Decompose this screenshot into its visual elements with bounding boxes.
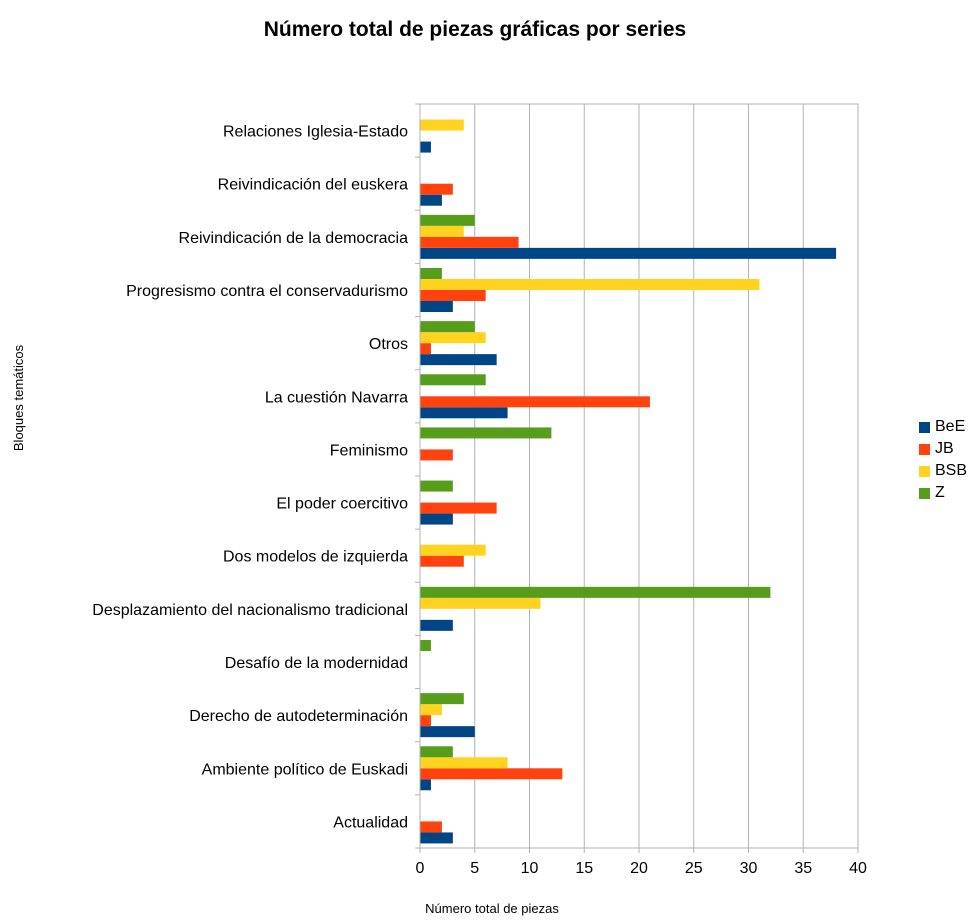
legend-item: Z	[919, 482, 967, 504]
grid-lines	[419, 104, 859, 853]
category-label: Feminismo	[330, 442, 408, 459]
category-label: Desafío de la modernidad	[225, 655, 408, 672]
bar-z	[420, 586, 771, 598]
bar-jb	[420, 343, 431, 355]
bar-z	[420, 640, 431, 651]
bar-z	[420, 746, 453, 758]
category-label: Reivindicación de la democracia	[179, 230, 409, 247]
category-label: Actualidad	[333, 814, 408, 831]
legend-swatch	[919, 421, 930, 433]
bar-bsb	[420, 279, 760, 290]
x-tick-label: 20	[630, 860, 648, 877]
legend-swatch	[919, 443, 930, 455]
x-tick-label: 40	[849, 860, 867, 877]
legend-label: BSB	[935, 462, 968, 479]
x-tick-label: 5	[470, 860, 479, 877]
bar-z	[420, 268, 442, 279]
bar-bee	[420, 619, 453, 631]
bar-jb	[420, 449, 453, 461]
bar-bsb	[420, 225, 464, 237]
bar-bee	[420, 141, 431, 153]
category-label: Desplazamiento del nacionalismo tradicio…	[92, 602, 408, 619]
x-axis-title: Número total de piezas	[425, 901, 559, 916]
legend-label: BeE	[935, 418, 966, 435]
bar-jb	[420, 821, 442, 833]
bar-z	[420, 480, 453, 492]
bar-z	[420, 374, 486, 386]
bar-bsb	[420, 332, 486, 344]
y-axis-title: Bloques temáticos	[11, 344, 26, 451]
bar-bee	[420, 247, 837, 259]
bar-z	[420, 427, 552, 439]
bar-jb	[420, 396, 650, 408]
axes	[415, 103, 859, 849]
x-tick-label: 35	[794, 860, 812, 877]
bar-jb	[420, 183, 453, 195]
category-label: Progresismo contra el conservadurismo	[126, 283, 408, 300]
bar-bee	[420, 779, 431, 791]
legend-item: BeE	[919, 416, 967, 438]
bar-bee	[420, 354, 497, 366]
legend-item: BSB	[919, 460, 967, 482]
chart-title: Número total de piezas gráficas por seri…	[263, 18, 687, 41]
category-label: El poder coercitivo	[276, 496, 408, 513]
legend-label: Z	[935, 484, 945, 501]
bar-bee	[420, 726, 475, 738]
legend-swatch	[919, 487, 930, 499]
bar-bee	[420, 407, 508, 419]
bar-bsb	[420, 704, 442, 716]
category-label: Reivindicación del euskera	[218, 177, 408, 194]
bar-jb	[420, 290, 486, 301]
legend-item: JB	[919, 438, 967, 460]
x-tick-label: 15	[575, 860, 593, 877]
bar-bsb	[420, 597, 541, 609]
legend-swatch	[919, 465, 930, 477]
bar-bee	[420, 832, 453, 844]
labels: 0 5 10 15 20 25 30 35 40 Actualidad Ambiente polít…	[92, 124, 867, 877]
category-label: Ambiente político de Euskadi	[202, 761, 408, 778]
bar-bsb	[420, 119, 464, 131]
bar-jb	[420, 715, 431, 727]
bar-bsb	[420, 544, 486, 556]
bar-z	[420, 321, 475, 333]
x-tick-label: 0	[416, 860, 425, 877]
legend-label: JB	[935, 440, 954, 457]
bar-bsb	[420, 757, 508, 769]
bars	[420, 119, 837, 844]
bar-z	[420, 214, 475, 226]
category-label: Relaciones Iglesia-Estado	[223, 124, 408, 141]
bar-bee	[420, 194, 442, 206]
x-tick-label: 10	[521, 860, 539, 877]
category-label: Otros	[369, 336, 408, 353]
bar-z	[420, 693, 464, 705]
category-label: La cuestión Navarra	[265, 389, 408, 406]
bar-jb	[420, 502, 497, 514]
bar-jb	[420, 768, 563, 780]
bar-jb	[420, 555, 464, 567]
category-label: Dos modelos de izquierda	[223, 549, 408, 566]
category-label: Derecho de autodeterminación	[189, 708, 408, 725]
bar-bee	[420, 513, 453, 525]
x-tick-label: 30	[740, 860, 758, 877]
bar-jb	[420, 236, 519, 248]
legend: BeE JB BSB Z	[919, 416, 967, 504]
x-tick-label: 25	[685, 860, 703, 877]
bar-bee	[420, 301, 453, 312]
